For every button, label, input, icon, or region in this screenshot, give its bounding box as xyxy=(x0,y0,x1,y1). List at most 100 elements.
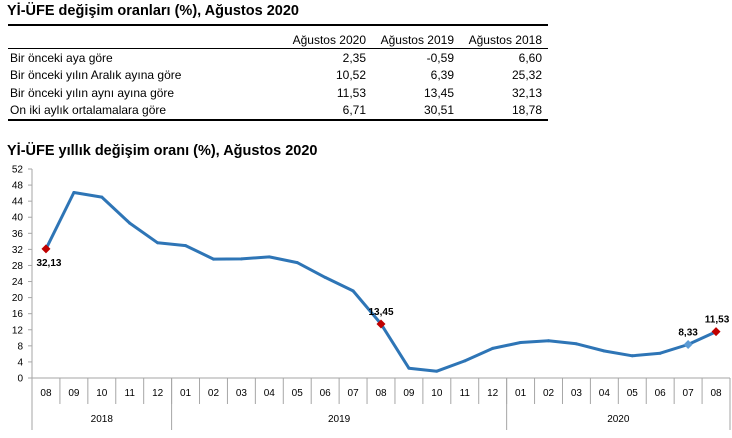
x-tick-label: 12 xyxy=(152,388,164,399)
x-tick-label: 02 xyxy=(543,388,555,399)
cell-value: 25,32 xyxy=(511,68,542,83)
x-tick-label: 05 xyxy=(627,388,639,399)
x-tick-label: 07 xyxy=(348,388,360,399)
series-line xyxy=(44,191,717,373)
year-group-label: 2020 xyxy=(607,414,630,425)
data-point xyxy=(658,351,662,355)
row-label: Bir önceki yılın Aralık ayına göre xyxy=(10,68,182,83)
x-tick-label: 08 xyxy=(710,388,722,399)
cell-value: 2,35 xyxy=(342,50,366,65)
x-tick-label: 01 xyxy=(180,388,192,399)
data-point xyxy=(211,257,215,261)
data-point xyxy=(72,191,76,195)
x-tick-label: 02 xyxy=(208,388,220,399)
y-tick-label: 52 xyxy=(12,165,24,176)
y-tick-label: 16 xyxy=(12,309,24,320)
y-tick-label: 0 xyxy=(17,374,23,385)
data-point xyxy=(128,221,132,225)
row-label: Bir önceki yılın aynı ayına göre xyxy=(10,85,175,100)
x-tick-label: 03 xyxy=(236,388,248,399)
table-header-row: Ağustos 2020 Ağustos 2019 Ağustos 2018 xyxy=(8,26,548,49)
highlight-marker xyxy=(41,244,51,254)
highlight-marker xyxy=(711,327,721,337)
data-point xyxy=(184,244,188,248)
data-label: 8,33 xyxy=(678,328,698,339)
cell-value: 11,53 xyxy=(336,85,366,100)
table-row: Bir önceki yılın Aralık ayına göre 10,52… xyxy=(8,67,548,85)
year-group-label: 2019 xyxy=(328,414,351,425)
y-tick-label: 36 xyxy=(12,229,24,240)
x-tick-label: 04 xyxy=(599,388,611,399)
year-group-label: 2018 xyxy=(91,414,114,425)
x-tick-label: 09 xyxy=(68,388,80,399)
data-point xyxy=(295,261,299,265)
table-header-aug-2019: Ağustos 2019 xyxy=(380,33,454,47)
data-point xyxy=(407,366,411,370)
data-point xyxy=(239,257,243,261)
y-tick-label: 44 xyxy=(12,197,24,208)
y-tick-label: 12 xyxy=(12,325,24,336)
table-header-aug-2018: Ağustos 2018 xyxy=(468,33,542,47)
y-tick-label: 48 xyxy=(12,181,24,192)
data-point xyxy=(463,359,467,363)
cell-value: 10,52 xyxy=(335,68,366,83)
y-tick-label: 40 xyxy=(12,213,24,224)
x-tick-label: 01 xyxy=(515,388,527,399)
highlight-marker xyxy=(683,340,693,350)
table-row: On iki aylık ortalamalara göre 6,71 30,5… xyxy=(8,102,548,120)
x-tick-label: 08 xyxy=(375,388,387,399)
data-label: 11,53 xyxy=(705,315,730,326)
table-row: Bir önceki yılın aynı ayına göre 11,53 1… xyxy=(8,84,548,102)
row-label: On iki aylık ortalamalara göre xyxy=(10,103,167,118)
x-tick-label: 07 xyxy=(683,388,695,399)
x-tick-label: 08 xyxy=(40,388,52,399)
data-point xyxy=(602,349,606,353)
chart-title: Yİ-ÜFE yıllık değişim oranı (%), Ağustos… xyxy=(7,143,318,159)
x-tick-label: 06 xyxy=(655,388,667,399)
table-header-aug-2020: Ağustos 2020 xyxy=(292,33,366,47)
data-label: 32,13 xyxy=(36,258,61,269)
y-tick-label: 20 xyxy=(12,293,24,304)
y-tick-label: 28 xyxy=(12,261,24,272)
data-point xyxy=(547,339,551,343)
row-label: Bir önceki aya göre xyxy=(10,50,113,65)
data-point xyxy=(574,342,578,346)
data-point xyxy=(156,241,160,245)
data-point xyxy=(267,255,271,259)
table-title: Yİ-ÜFE değişim oranları (%), Ağustos 202… xyxy=(7,3,299,19)
cell-value: 6,39 xyxy=(430,68,454,83)
y-tick-label: 24 xyxy=(12,277,24,288)
cell-value: 6,60 xyxy=(518,50,542,65)
x-tick-label: 09 xyxy=(403,388,415,399)
data-point xyxy=(100,195,104,199)
data-point xyxy=(435,369,439,373)
cell-value: 32,13 xyxy=(511,85,542,100)
x-tick-label: 10 xyxy=(431,388,443,399)
x-tick-label: 11 xyxy=(125,388,136,399)
cell-value: 30,51 xyxy=(423,103,454,118)
x-tick-label: 05 xyxy=(292,388,304,399)
change-rates-table: Ağustos 2020 Ağustos 2019 Ağustos 2018 B… xyxy=(8,24,548,121)
y-tick-label: 8 xyxy=(17,341,23,352)
data-point xyxy=(630,354,634,358)
x-tick-label: 03 xyxy=(571,388,583,399)
highlight-marker xyxy=(376,319,386,329)
x-tick-label: 11 xyxy=(460,388,471,399)
data-point xyxy=(519,340,523,344)
y-tick-label: 32 xyxy=(12,245,24,256)
cell-value: 18,78 xyxy=(511,103,542,118)
table-row: Bir önceki aya göre 2,35 -0,59 6,60 xyxy=(8,49,548,67)
data-point xyxy=(351,289,355,293)
cell-value: 13,45 xyxy=(423,85,454,100)
data-label: 13,45 xyxy=(368,307,393,318)
data-point xyxy=(491,346,495,350)
cell-value: -0,59 xyxy=(426,50,454,65)
x-tick-label: 10 xyxy=(96,388,108,399)
data-point xyxy=(323,275,327,279)
cell-value: 6,71 xyxy=(342,103,366,118)
x-tick-label: 06 xyxy=(320,388,332,399)
x-tick-label: 12 xyxy=(487,388,499,399)
y-tick-label: 4 xyxy=(17,357,23,368)
x-tick-label: 04 xyxy=(264,388,276,399)
